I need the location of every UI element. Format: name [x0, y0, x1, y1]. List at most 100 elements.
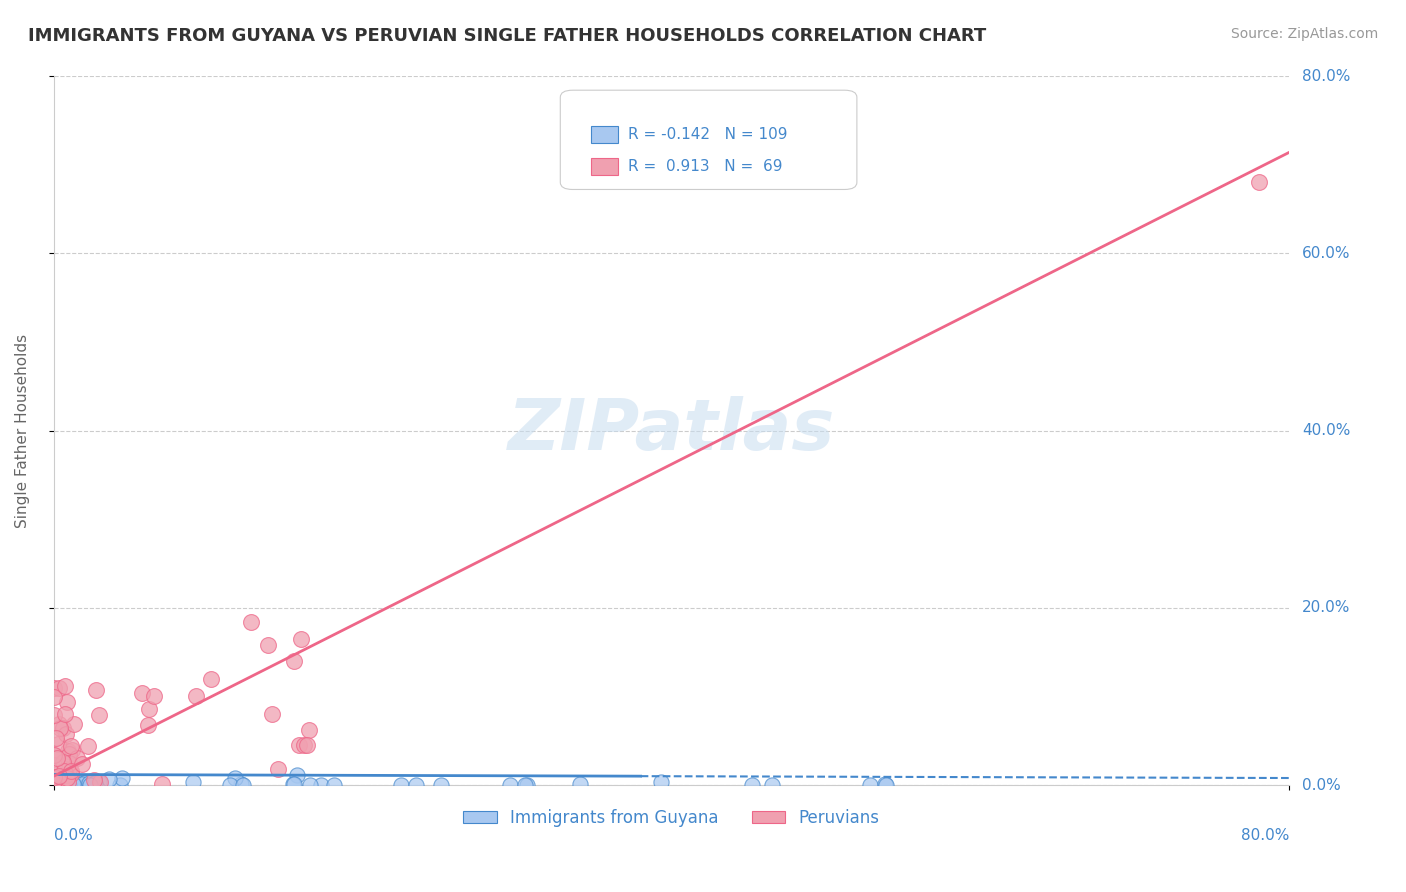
Point	[45, 777, 67, 791]
Point	[42, 770, 65, 784]
Point	[741, 778, 763, 792]
Point	[58, 778, 80, 792]
Point	[42, 748, 65, 763]
Point	[42, 778, 65, 792]
Point	[53, 764, 76, 778]
Point	[44, 772, 66, 786]
Point	[45, 770, 67, 784]
Point	[82, 775, 104, 789]
Point	[53, 769, 76, 783]
Point	[232, 778, 254, 792]
Point	[51, 777, 73, 791]
Point	[73, 777, 96, 791]
Point	[59, 767, 82, 781]
Point	[58, 747, 80, 761]
Point	[58, 762, 80, 776]
Point	[69, 775, 91, 789]
Point	[98, 772, 121, 787]
Point	[45, 775, 67, 789]
Point	[45, 778, 67, 792]
Point	[51, 775, 73, 789]
Point	[46, 772, 69, 787]
Point	[516, 778, 538, 792]
Point	[48, 776, 70, 790]
Legend: Immigrants from Guyana, Peruvians: Immigrants from Guyana, Peruvians	[457, 802, 886, 833]
Point	[45, 775, 67, 789]
Point	[42, 778, 65, 792]
Point	[60, 764, 83, 778]
Point	[51, 755, 73, 769]
Point	[80, 776, 103, 790]
Point	[87, 775, 110, 789]
Point	[56, 775, 79, 789]
Point	[229, 777, 252, 791]
Point	[42, 778, 65, 792]
Point	[515, 777, 537, 791]
Point	[257, 638, 280, 652]
Point	[42, 773, 65, 788]
Point	[48, 769, 70, 783]
Text: 20.0%: 20.0%	[1302, 600, 1350, 615]
Point	[53, 773, 76, 788]
Text: 40.0%: 40.0%	[1302, 423, 1350, 438]
Point	[51, 778, 73, 792]
Point	[44, 778, 66, 792]
Text: Source: ZipAtlas.com: Source: ZipAtlas.com	[1230, 27, 1378, 41]
Point	[45, 774, 67, 789]
Point	[150, 777, 173, 791]
Point	[46, 737, 69, 751]
FancyBboxPatch shape	[591, 126, 619, 144]
Text: 0.0%: 0.0%	[53, 828, 93, 843]
Point	[45, 775, 67, 789]
Point	[49, 778, 72, 792]
Point	[108, 778, 131, 792]
Point	[89, 708, 111, 723]
Point	[48, 721, 70, 735]
Point	[63, 778, 86, 792]
Point	[42, 778, 65, 792]
Point	[59, 778, 82, 792]
Point	[55, 726, 77, 740]
Point	[46, 750, 69, 764]
Point	[53, 707, 76, 722]
Point	[45, 776, 67, 790]
Point	[56, 695, 79, 709]
Point	[181, 774, 204, 789]
Point	[46, 766, 69, 780]
Point	[56, 777, 79, 791]
Text: IMMIGRANTS FROM GUYANA VS PERUVIAN SINGLE FATHER HOUSEHOLDS CORRELATION CHART: IMMIGRANTS FROM GUYANA VS PERUVIAN SINGL…	[28, 27, 987, 45]
Point	[52, 776, 75, 790]
Point	[56, 771, 79, 785]
Point	[143, 689, 166, 703]
Point	[240, 615, 263, 629]
Point	[52, 769, 75, 783]
Point	[288, 738, 311, 752]
Point	[44, 777, 66, 791]
Point	[323, 778, 346, 792]
FancyBboxPatch shape	[591, 158, 619, 176]
Point	[53, 680, 76, 694]
Point	[62, 777, 84, 791]
Point	[51, 770, 73, 784]
Point	[761, 778, 783, 792]
Point	[44, 772, 66, 787]
Point	[48, 777, 70, 791]
Point	[52, 777, 75, 791]
Point	[200, 673, 222, 687]
Point	[44, 776, 66, 790]
Point	[46, 777, 69, 791]
Point	[283, 777, 305, 791]
Point	[292, 738, 315, 752]
Point	[44, 771, 66, 785]
Text: 60.0%: 60.0%	[1302, 246, 1350, 260]
Point	[283, 654, 305, 668]
Point	[42, 758, 65, 772]
Point	[42, 690, 65, 705]
Point	[42, 778, 65, 792]
Point	[389, 778, 412, 792]
Point	[224, 772, 246, 786]
Point	[72, 757, 94, 772]
Point	[60, 743, 83, 757]
Point	[42, 777, 65, 791]
Point	[298, 723, 321, 737]
